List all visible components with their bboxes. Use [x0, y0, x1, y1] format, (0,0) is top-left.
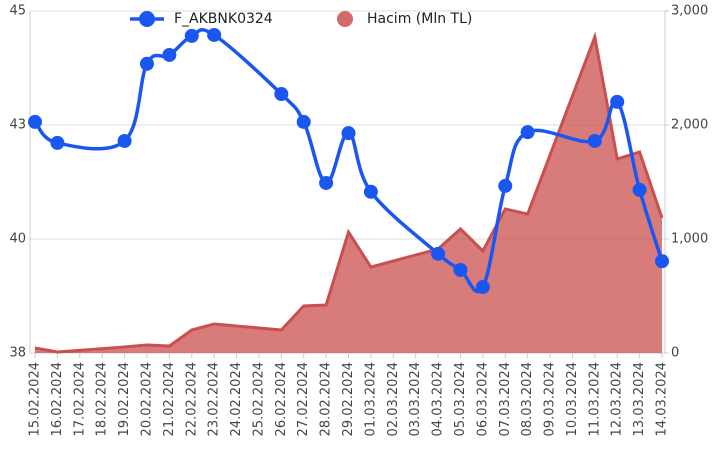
x-tick-label: 22.02.2024 — [184, 362, 199, 436]
x-tick-label: 11.03.2024 — [587, 362, 602, 436]
x-tick-label: 15.02.2024 — [28, 362, 43, 436]
point — [655, 254, 669, 269]
point — [587, 133, 602, 148]
point — [341, 126, 356, 141]
x-tick-label: 28.02.2024 — [319, 362, 334, 436]
point — [319, 175, 334, 190]
x-tick-label: 29.02.2024 — [341, 362, 356, 436]
x-tick-label: 04.03.2024 — [431, 362, 446, 436]
legend-item: F_AKBNK0324 — [130, 11, 273, 27]
x-tick-label: 27.02.2024 — [296, 362, 311, 436]
y2-tick-label: 2,000 — [671, 118, 708, 133]
point — [632, 182, 647, 197]
x-tick-label: 14.03.2024 — [655, 362, 670, 436]
legend-label: F_AKBNK0324 — [174, 11, 273, 27]
point — [363, 184, 378, 199]
x-tick-label: 10.03.2024 — [565, 362, 580, 436]
y-tick-label: 40 — [9, 232, 26, 247]
x-tick-label: 24.02.2024 — [229, 362, 244, 436]
x-tick-label: 09.03.2024 — [543, 362, 558, 436]
legend-marker — [139, 11, 155, 27]
point — [610, 94, 625, 109]
point — [453, 262, 468, 277]
x-tick-label: 26.02.2024 — [274, 362, 289, 436]
x-tick-label: 21.02.2024 — [162, 362, 177, 436]
y-tick-label: 43 — [9, 117, 26, 132]
x-tick-label: 16.02.2024 — [50, 362, 65, 436]
point — [520, 125, 535, 140]
point — [207, 27, 222, 42]
point — [296, 114, 311, 129]
area — [35, 36, 662, 353]
x-tick-label: 02.03.2024 — [386, 362, 401, 436]
point — [50, 135, 65, 150]
x-tick-label: 13.03.2024 — [632, 362, 647, 436]
x-tick-label: 23.02.2024 — [207, 362, 222, 436]
point — [139, 56, 154, 71]
legend-marker — [337, 11, 353, 27]
point — [431, 246, 446, 261]
point — [28, 114, 42, 129]
x-tick-label: 06.03.2024 — [475, 362, 490, 436]
legend-item: Hacim (Mln TL) — [337, 11, 472, 27]
x-tick-label: 08.03.2024 — [520, 362, 535, 436]
x-tick-label: 05.03.2024 — [453, 362, 468, 436]
y-tick-label: 38 — [9, 346, 26, 361]
x-tick-label: 12.03.2024 — [610, 362, 625, 436]
legend-label: Hacim (Mln TL) — [367, 11, 472, 27]
x-tick-label: 03.03.2024 — [408, 362, 423, 436]
y2-tick-label: 1,000 — [671, 232, 708, 247]
x-tick-label: 17.02.2024 — [72, 362, 87, 436]
x-tick-label: 19.02.2024 — [117, 362, 132, 436]
x-tick-label: 20.02.2024 — [139, 362, 154, 436]
x-tick-label: 18.02.2024 — [95, 362, 110, 436]
point — [117, 133, 132, 148]
y2-tick-label: 3,000 — [671, 4, 708, 19]
point — [162, 47, 177, 62]
x-tick-label: 01.03.2024 — [363, 362, 378, 436]
point — [184, 28, 199, 43]
point — [274, 87, 289, 102]
y-tick-label: 45 — [9, 4, 26, 19]
point — [498, 178, 513, 193]
x-tick-label: 25.02.2024 — [251, 362, 266, 436]
y2-tick-label: 0 — [671, 346, 679, 361]
x-tick-label: 07.03.2024 — [498, 362, 513, 436]
area-line — [34, 31, 664, 354]
point — [475, 280, 490, 295]
